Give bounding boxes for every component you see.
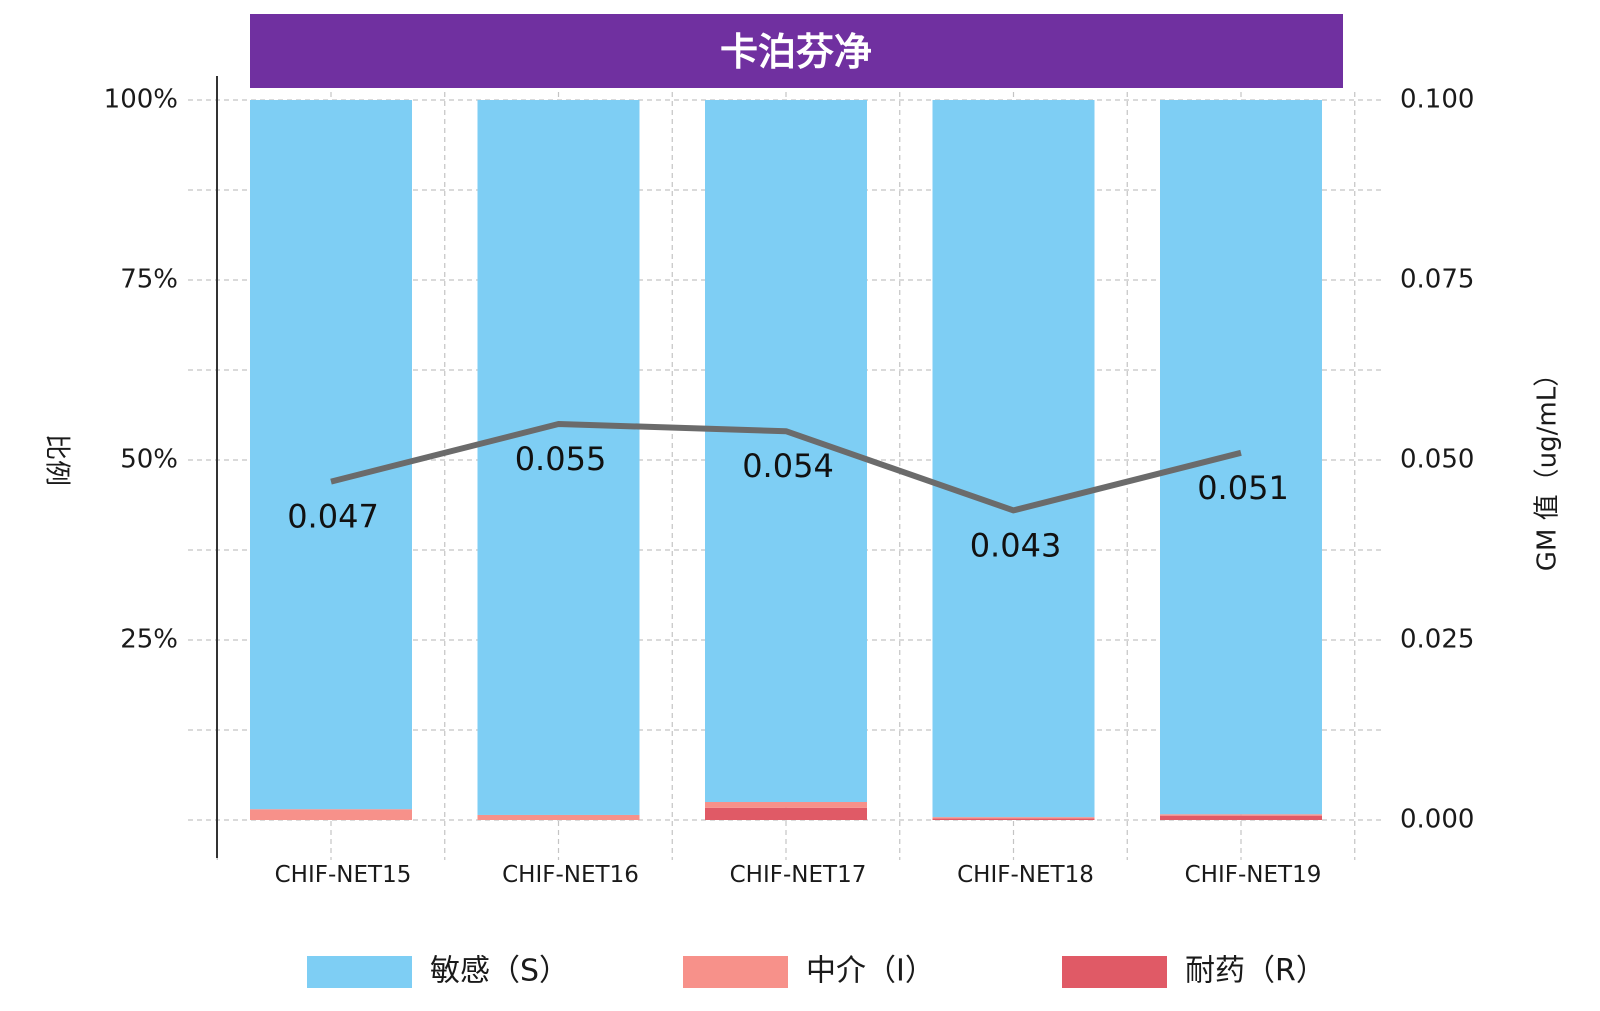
- bar-segment: [705, 802, 867, 808]
- x-tick-label: CHIF-NET19: [1185, 862, 1322, 888]
- gm-data-label: 0.043: [970, 526, 1062, 564]
- title-background: [250, 14, 1343, 88]
- right-tick-label: 0.075: [1400, 265, 1474, 295]
- gm-data-label: 0.051: [1197, 469, 1289, 507]
- left-tick-label: 75%: [120, 265, 178, 295]
- bar-segment: [932, 817, 1095, 819]
- legend-swatch: [307, 956, 412, 988]
- x-tick-label: CHIF-NET16: [502, 862, 639, 888]
- bar-segment: [932, 100, 1095, 818]
- legend-label: 耐药（R）: [1185, 954, 1326, 989]
- bar-segment: [705, 807, 867, 820]
- gm-data-label: 0.055: [515, 440, 607, 478]
- right-tick-label: 0.000: [1400, 805, 1474, 835]
- gm-line-layer: 0.047 0.055 0.054 0.043 0.051: [287, 421, 1289, 564]
- legend-swatch: [683, 956, 788, 988]
- bar-segment: [250, 809, 412, 820]
- bar-segment: [477, 100, 640, 815]
- left-axis-ticks: 25% 50% 75% 100%: [104, 85, 178, 655]
- gm-data-label: 0.054: [742, 447, 834, 485]
- bar-segment: [932, 818, 1095, 820]
- x-axis-ticks: CHIF-NET15 CHIF-NET16 CHIF-NET17 CHIF-NET18…: [275, 862, 1322, 888]
- gm-data-label: 0.047: [287, 498, 379, 536]
- bar-segment: [477, 814, 640, 820]
- left-tick-label: 25%: [120, 625, 178, 655]
- legend-swatch: [1062, 956, 1167, 988]
- legend-label: 敏感（S）: [430, 954, 569, 989]
- gm-line: [330, 421, 1242, 514]
- legend-label: 中介（I）: [806, 954, 935, 989]
- right-axis-ticks: 0.000 0.025 0.050 0.075 0.100: [1400, 85, 1474, 835]
- legend: 敏感（S） 中介（I） 耐药（R）: [307, 954, 1326, 989]
- bar-segment: [1160, 815, 1322, 820]
- bar-segment: [250, 100, 412, 810]
- x-tick-label: CHIF-NET17: [730, 862, 867, 888]
- bar-segment: [1160, 814, 1322, 816]
- x-tick-label: CHIF-NET18: [957, 862, 1094, 888]
- left-axis-title: 比例: [42, 434, 72, 486]
- left-tick-label: 100%: [104, 85, 178, 115]
- right-tick-label: 0.100: [1400, 85, 1474, 115]
- bar-segment: [1160, 100, 1322, 815]
- left-tick-label: 50%: [120, 445, 178, 475]
- x-tick-label: CHIF-NET15: [275, 862, 412, 888]
- right-tick-label: 0.025: [1400, 625, 1474, 655]
- right-tick-label: 0.050: [1400, 445, 1474, 475]
- chart-title: 卡泊芬净: [720, 30, 872, 74]
- right-axis-title: GM 值（ug/mL）: [1533, 361, 1563, 571]
- title-bar: 卡泊芬净: [250, 14, 1343, 88]
